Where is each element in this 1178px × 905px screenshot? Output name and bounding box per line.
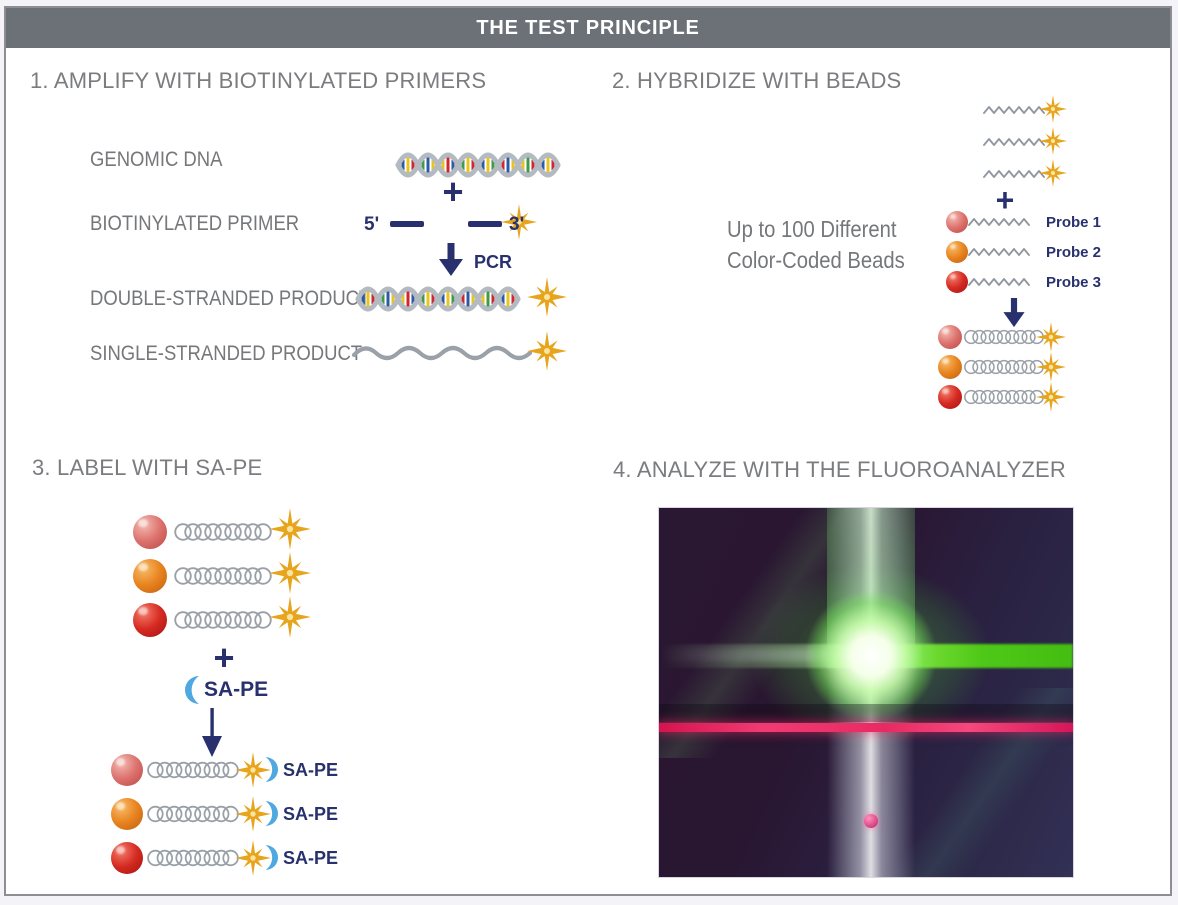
single-strand-dna-icon (350, 341, 534, 363)
sape-row-label: SA-PE (283, 804, 339, 824)
section3-heading: 3. LABEL WITH SA-PE (32, 455, 263, 480)
hybridized-dna-coil-icon (170, 610, 276, 630)
hybridized-dna-coil-icon (963, 358, 1045, 376)
biotin-star-icon (1036, 382, 1066, 412)
hybridized-dna-coil-icon (170, 566, 276, 586)
title-bar: THE TEST PRINCIPLE (6, 8, 1170, 48)
color-coded-bead-icon (133, 515, 167, 549)
bead-in-flow-cell (864, 814, 878, 828)
streptavidin-pe-crescent-icon (263, 800, 278, 827)
biotin-star-icon (269, 552, 311, 594)
primer-strand-segment (468, 221, 502, 227)
sape-row-label: SA-PE (283, 760, 339, 780)
plus-sign: + (442, 171, 464, 212)
down-arrow-icon (1002, 298, 1026, 328)
color-coded-bead-icon (938, 385, 962, 409)
genomic-dna-label: GENOMIC DNA (90, 148, 223, 171)
single-strand-dna-icon (968, 275, 1030, 289)
beads-caption: Up to 100 Different Color-Coded Beads (727, 214, 905, 276)
single-stranded-product-label: SINGLE-STRANDED PRODUCT (90, 342, 363, 365)
color-coded-bead-icon (111, 798, 143, 830)
down-arrow-icon (438, 243, 464, 277)
streptavidin-pe-crescent-icon (185, 675, 202, 705)
biotin-star-icon (1039, 127, 1067, 155)
single-strand-dna-icon (983, 103, 1045, 117)
color-coded-bead-icon (111, 842, 143, 874)
probe-label: Probe 3 (1046, 274, 1102, 291)
hybridized-dna-coil-icon (146, 760, 240, 780)
streptavidin-pe-crescent-icon (263, 756, 278, 783)
biotin-star-icon (1036, 322, 1066, 352)
streptavidin-pe-crescent-icon (263, 844, 278, 871)
hybridized-dna-coil-icon (963, 328, 1045, 346)
primer-strand-segment (390, 221, 424, 227)
probe-label: Probe 1 (1046, 214, 1102, 231)
section1-heading: 1. AMPLIFY WITH BIOTINYLATED PRIMERS (30, 68, 487, 93)
biotin-star-icon (1036, 352, 1066, 382)
plus-sign: + (213, 637, 235, 678)
color-coded-bead-icon (111, 754, 143, 786)
probe-label: Probe 2 (1046, 244, 1102, 261)
single-strand-dna-icon (968, 215, 1030, 229)
section4-heading: 4. ANALYZE WITH THE FLUOROANALYZER (613, 457, 1066, 482)
page-title: THE TEST PRINCIPLE (476, 16, 700, 39)
biotin-star-icon (1039, 159, 1067, 187)
diagram-frame: THE TEST PRINCIPLE 1. AMPLIFY WITH BIOTI… (4, 6, 1172, 896)
pcr-label: PCR (474, 252, 513, 272)
hybridized-dna-coil-icon (963, 388, 1045, 406)
hybridized-dna-coil-icon (146, 804, 240, 824)
biotin-star-icon (1039, 95, 1067, 123)
biotin-star-icon (527, 331, 567, 371)
section2-heading: 2. HYBRIDIZE WITH BEADS (612, 68, 902, 93)
three-prime-label: 3' (509, 214, 525, 235)
beads-caption-line2: Color-Coded Beads (727, 247, 905, 273)
five-prime-label: 5' (364, 214, 380, 235)
biotin-star-icon (269, 508, 311, 550)
fluoroanalyzer-laser-photo (658, 507, 1074, 878)
color-coded-bead-icon (938, 355, 962, 379)
sape-row-label: SA-PE (283, 848, 339, 868)
single-strand-dna-icon (983, 167, 1045, 181)
dna-double-helix-icon (355, 284, 521, 314)
single-strand-dna-icon (968, 245, 1030, 259)
beads-caption-line1: Up to 100 Different (727, 216, 897, 242)
biotin-star-icon (269, 596, 311, 638)
single-strand-dna-icon (983, 135, 1045, 149)
sape-reagent-label: SA-PE (204, 678, 269, 701)
hybridized-dna-coil-icon (170, 522, 276, 542)
laser-flare (806, 591, 936, 721)
color-coded-bead-icon (133, 603, 167, 637)
biotin-star-icon (527, 277, 567, 317)
biotinylated-primer-label: BIOTINYLATED PRIMER (90, 212, 300, 235)
hybridized-dna-coil-icon (146, 848, 240, 868)
color-coded-bead-icon (946, 271, 968, 293)
color-coded-bead-icon (938, 325, 962, 349)
color-coded-bead-icon (133, 559, 167, 593)
red-laser-line (659, 723, 1073, 732)
color-coded-bead-icon (946, 241, 968, 263)
color-coded-bead-icon (946, 211, 968, 233)
down-arrow-icon (199, 708, 225, 758)
double-stranded-product-label: DOUBLE-STRANDED PRODUCT (90, 287, 371, 310)
plus-sign: + (995, 182, 1015, 218)
dark-band (659, 704, 1073, 722)
